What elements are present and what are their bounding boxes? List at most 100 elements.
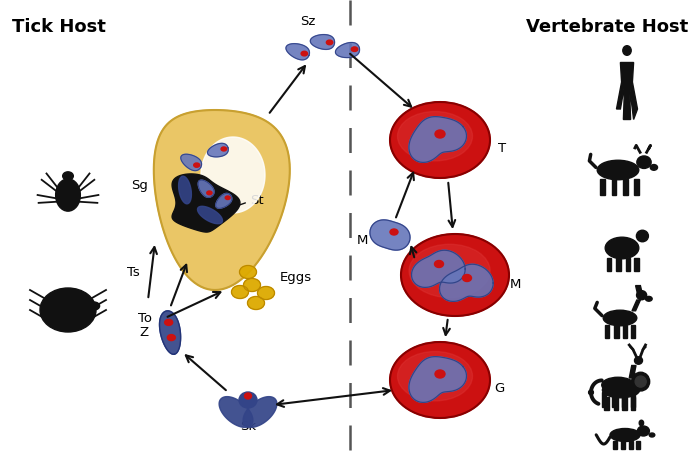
Ellipse shape [40, 288, 96, 332]
Text: T: T [498, 142, 506, 154]
Bar [612, 392, 616, 407]
Ellipse shape [239, 266, 256, 278]
Bar [616, 257, 621, 271]
Ellipse shape [301, 51, 307, 56]
Ellipse shape [56, 179, 80, 211]
Ellipse shape [650, 164, 657, 170]
Bar [636, 440, 640, 449]
Bar [631, 392, 635, 407]
Bar [622, 440, 624, 449]
Polygon shape [207, 143, 228, 157]
Ellipse shape [637, 156, 651, 168]
Polygon shape [172, 174, 240, 232]
Bar [602, 392, 606, 407]
Polygon shape [219, 397, 253, 427]
Ellipse shape [206, 191, 212, 195]
Bar [622, 325, 627, 338]
Polygon shape [154, 110, 290, 290]
Ellipse shape [225, 196, 230, 199]
Polygon shape [632, 300, 640, 311]
Text: St: St [250, 193, 264, 207]
Bar [600, 179, 605, 195]
Ellipse shape [435, 261, 444, 267]
Polygon shape [335, 43, 360, 58]
Ellipse shape [194, 163, 199, 167]
Text: Sk: Sk [240, 420, 256, 433]
Ellipse shape [645, 296, 652, 301]
Ellipse shape [63, 172, 74, 180]
Bar [622, 397, 626, 410]
Text: Z: Z [139, 326, 148, 339]
Bar [604, 397, 609, 410]
Ellipse shape [351, 47, 358, 51]
Ellipse shape [639, 420, 643, 426]
Polygon shape [201, 137, 265, 213]
Ellipse shape [463, 275, 472, 281]
Ellipse shape [239, 392, 257, 408]
Ellipse shape [221, 147, 227, 151]
Text: To: To [138, 311, 152, 325]
Polygon shape [160, 311, 181, 354]
Bar [613, 440, 617, 449]
Bar [629, 440, 633, 449]
Ellipse shape [326, 40, 332, 44]
Polygon shape [412, 250, 466, 287]
Ellipse shape [602, 377, 634, 393]
Ellipse shape [610, 429, 640, 441]
Bar [631, 325, 636, 338]
Ellipse shape [636, 230, 648, 242]
Text: M: M [356, 233, 368, 247]
Ellipse shape [638, 426, 650, 436]
Polygon shape [310, 35, 335, 49]
Ellipse shape [409, 244, 490, 297]
Bar [607, 257, 611, 271]
Ellipse shape [390, 102, 490, 178]
Ellipse shape [589, 390, 594, 395]
Ellipse shape [603, 310, 637, 326]
Polygon shape [370, 220, 410, 250]
Polygon shape [197, 206, 223, 224]
Ellipse shape [244, 278, 260, 291]
Ellipse shape [435, 370, 445, 378]
Ellipse shape [164, 320, 173, 326]
Bar [605, 325, 609, 338]
Polygon shape [617, 63, 638, 119]
Polygon shape [178, 176, 191, 204]
Bar [631, 397, 635, 410]
Bar [622, 392, 626, 407]
Ellipse shape [232, 286, 248, 298]
Bar [614, 325, 619, 338]
Ellipse shape [606, 237, 639, 259]
Polygon shape [636, 286, 642, 293]
Bar [614, 397, 618, 410]
Ellipse shape [398, 351, 472, 401]
Polygon shape [440, 264, 494, 301]
Polygon shape [181, 154, 202, 171]
Text: M: M [510, 278, 522, 291]
Bar [634, 257, 638, 271]
Text: Vertebrate Host: Vertebrate Host [526, 18, 688, 36]
Text: Sz: Sz [300, 15, 316, 28]
Ellipse shape [167, 335, 175, 340]
Ellipse shape [401, 234, 509, 316]
Ellipse shape [603, 382, 640, 398]
Ellipse shape [634, 357, 643, 364]
Text: Sg: Sg [131, 178, 148, 192]
Ellipse shape [435, 130, 445, 138]
Ellipse shape [636, 291, 647, 300]
Ellipse shape [631, 372, 650, 391]
Text: Ts: Ts [127, 266, 140, 278]
Polygon shape [243, 397, 277, 427]
Polygon shape [629, 365, 636, 378]
Bar [624, 179, 628, 195]
Ellipse shape [635, 376, 646, 387]
Ellipse shape [398, 112, 472, 161]
Polygon shape [409, 117, 466, 163]
Ellipse shape [88, 302, 99, 310]
Ellipse shape [649, 433, 654, 437]
Text: Eggs: Eggs [280, 271, 312, 285]
Bar [634, 179, 638, 195]
Polygon shape [409, 357, 466, 402]
Ellipse shape [248, 296, 265, 310]
Ellipse shape [623, 46, 631, 55]
